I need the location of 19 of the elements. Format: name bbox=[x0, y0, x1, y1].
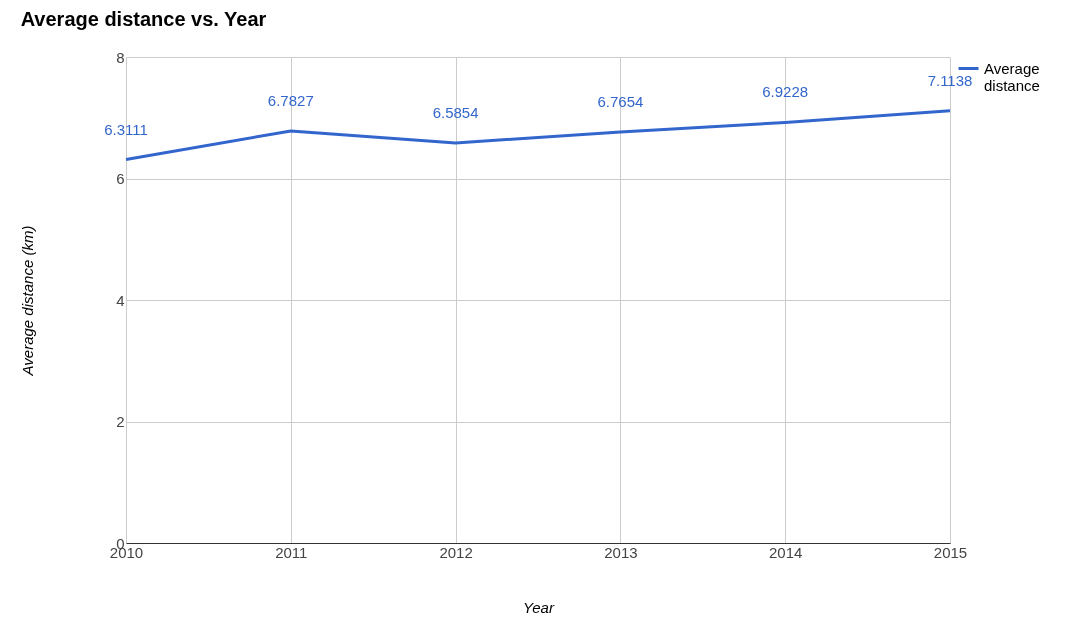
data-label: 6.3111 bbox=[104, 120, 148, 138]
legend-label: Average distance bbox=[984, 59, 1040, 94]
data-label: 6.7827 bbox=[267, 91, 314, 109]
y-tick-label: 8 bbox=[116, 48, 125, 66]
chart-title: Average distance vs. Year bbox=[20, 8, 267, 30]
y-tick-label: 4 bbox=[116, 291, 125, 309]
y-tick-label: 2 bbox=[116, 413, 125, 430]
x-tick-label: 2014 bbox=[769, 543, 803, 561]
x-tick-label: 2013 bbox=[604, 543, 638, 561]
x-tick-label: 2012 bbox=[439, 543, 473, 561]
data-label: 6.9228 bbox=[762, 83, 809, 101]
x-axis-title: Year bbox=[523, 598, 555, 616]
data-label: 6.5854 bbox=[432, 103, 479, 121]
data-label: 6.7654 bbox=[597, 93, 644, 110]
x-tick-label: 2011 bbox=[275, 543, 308, 561]
y-axis-title: Average distance (km) bbox=[19, 225, 37, 377]
x-tick-label: 2015 bbox=[933, 543, 968, 561]
y-tick-label: 6 bbox=[116, 170, 125, 187]
data-label: 7.1138 bbox=[927, 71, 973, 89]
